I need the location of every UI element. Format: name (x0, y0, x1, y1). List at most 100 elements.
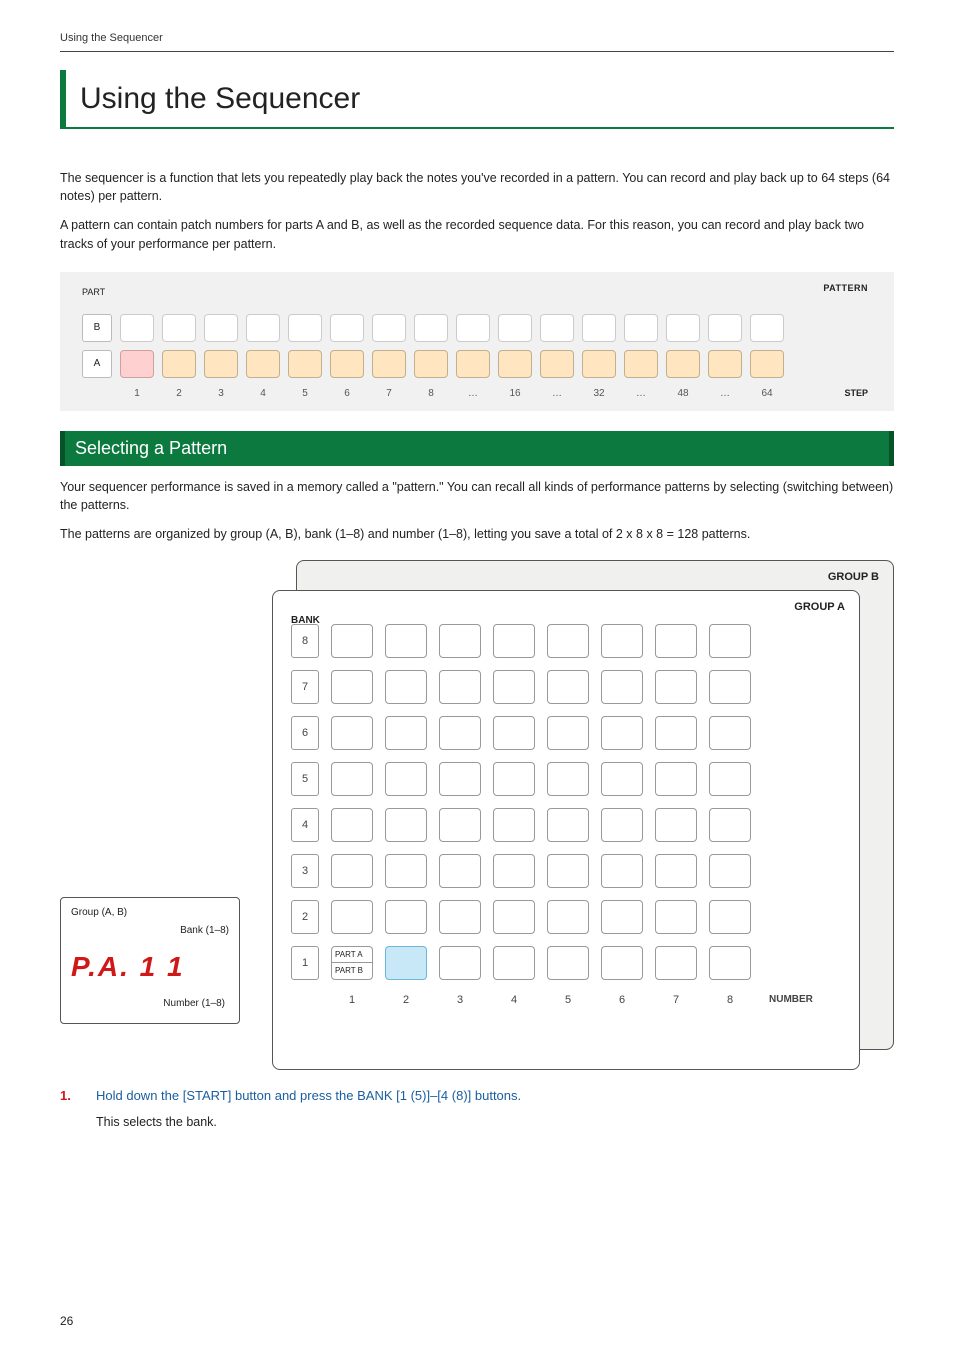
grid-cell (439, 716, 481, 750)
number-axis-value: 1 (331, 992, 373, 1009)
callout-bank-label: Bank (1–8) (71, 922, 229, 940)
grid-row: 1PART APART B (291, 946, 841, 980)
grid-cell (547, 808, 589, 842)
grid-cell (439, 900, 481, 934)
bank-number: 6 (291, 716, 319, 750)
grid-cell (547, 716, 589, 750)
seq-cell (204, 314, 238, 342)
grid-row: 3 (291, 854, 841, 888)
grid-row: 8 (291, 624, 841, 658)
grid-row: 7 (291, 670, 841, 704)
grid-cell (439, 854, 481, 888)
grid-cell (547, 900, 589, 934)
seq-step-number: 7 (372, 386, 406, 401)
grid-row: 5 (291, 762, 841, 796)
grid-cell (331, 624, 373, 658)
grid-cell (331, 716, 373, 750)
seq-cell (540, 314, 574, 342)
section-heading-selecting-pattern: Selecting a Pattern (60, 431, 894, 466)
grid-cell (601, 808, 643, 842)
grid-cell (493, 762, 535, 796)
grid-cell (547, 946, 589, 980)
grid-cell (331, 900, 373, 934)
seq-cell (246, 350, 280, 378)
number-axis-label: NUMBER (769, 992, 811, 1009)
grid-cell (493, 854, 535, 888)
grid-cell (439, 624, 481, 658)
step-text: Hold down the [START] button and press t… (96, 1086, 521, 1106)
seq-step-number: … (456, 386, 490, 401)
seq-row: A (82, 350, 872, 378)
page-title: Using the Sequencer (80, 76, 894, 121)
callout-group-label: Group (A, B) (71, 904, 229, 922)
bank-axis-label: BANK (291, 613, 841, 628)
bank-number: 2 (291, 900, 319, 934)
seq-cell (708, 314, 742, 342)
seq-cell (120, 314, 154, 342)
seq-cell (414, 314, 448, 342)
grid-row: 6 (291, 716, 841, 750)
seq-step-number: 1 (120, 386, 154, 401)
grid-cell (709, 624, 751, 658)
intro-paragraph-2: A pattern can contain patch numbers for … (60, 216, 894, 254)
grid-cell (601, 670, 643, 704)
grid-cell (331, 670, 373, 704)
seq-cell (708, 350, 742, 378)
seq-cell (666, 314, 700, 342)
seq-cell (204, 350, 238, 378)
grid-cell (601, 946, 643, 980)
grid-cell (493, 808, 535, 842)
seq-cell (372, 350, 406, 378)
seq-step-number: 6 (330, 386, 364, 401)
pattern-grid-diagram: Group (A, B) Bank (1–8) P.A. 1 1 Number … (60, 560, 894, 1070)
grid-cell (601, 854, 643, 888)
number-axis-value: 5 (547, 992, 589, 1009)
seq-cell (624, 314, 658, 342)
seq-step-number: 4 (246, 386, 280, 401)
seq-cell (414, 350, 448, 378)
section1-paragraph-1: Your sequencer performance is saved in a… (60, 478, 894, 516)
grid-cell (601, 762, 643, 796)
page-title-block: Using the Sequencer (60, 70, 894, 129)
grid-cell (385, 762, 427, 796)
grid-cell (547, 670, 589, 704)
seq-step-number: 64 (750, 386, 784, 401)
seq-row: B (82, 314, 872, 342)
grid-cell (493, 900, 535, 934)
grid-cell (655, 762, 697, 796)
grid-cell (385, 716, 427, 750)
grid-cell (601, 900, 643, 934)
grid-cell (709, 900, 751, 934)
grid-cell (385, 670, 427, 704)
step-label: STEP (844, 387, 868, 401)
seq-row-label: B (82, 314, 112, 342)
grid-cell (655, 854, 697, 888)
number-axis-value: 4 (493, 992, 535, 1009)
page-number: 26 (60, 1312, 73, 1330)
pattern-diagram: PATTERN PART BA 12345678…16…32…48…64 STE… (60, 272, 894, 411)
grid-cell (493, 716, 535, 750)
bank-number: 4 (291, 808, 319, 842)
seq-step-number: … (540, 386, 574, 401)
grid-cell (655, 900, 697, 934)
group-a-tab: GROUP A BANK 87654321PART APART B 123456… (272, 590, 860, 1070)
seq-cell (750, 314, 784, 342)
number-axis-value: 7 (655, 992, 697, 1009)
grid-cell (439, 762, 481, 796)
grid-cell (385, 900, 427, 934)
seq-cell (666, 350, 700, 378)
grid-cell (331, 854, 373, 888)
grid-cell (385, 854, 427, 888)
grid-cell (709, 946, 751, 980)
seq-cell (498, 350, 532, 378)
grid-cell (493, 946, 535, 980)
seq-cell (162, 314, 196, 342)
group-b-label: GROUP B (828, 569, 879, 586)
seq-cell (120, 350, 154, 378)
grid-cell (709, 670, 751, 704)
part-a-label: PART A (332, 947, 372, 964)
seq-cell (540, 350, 574, 378)
pattern-label: PATTERN (823, 282, 868, 296)
callout-number-label: Number (1–8) (71, 995, 229, 1013)
seq-step-number: 2 (162, 386, 196, 401)
